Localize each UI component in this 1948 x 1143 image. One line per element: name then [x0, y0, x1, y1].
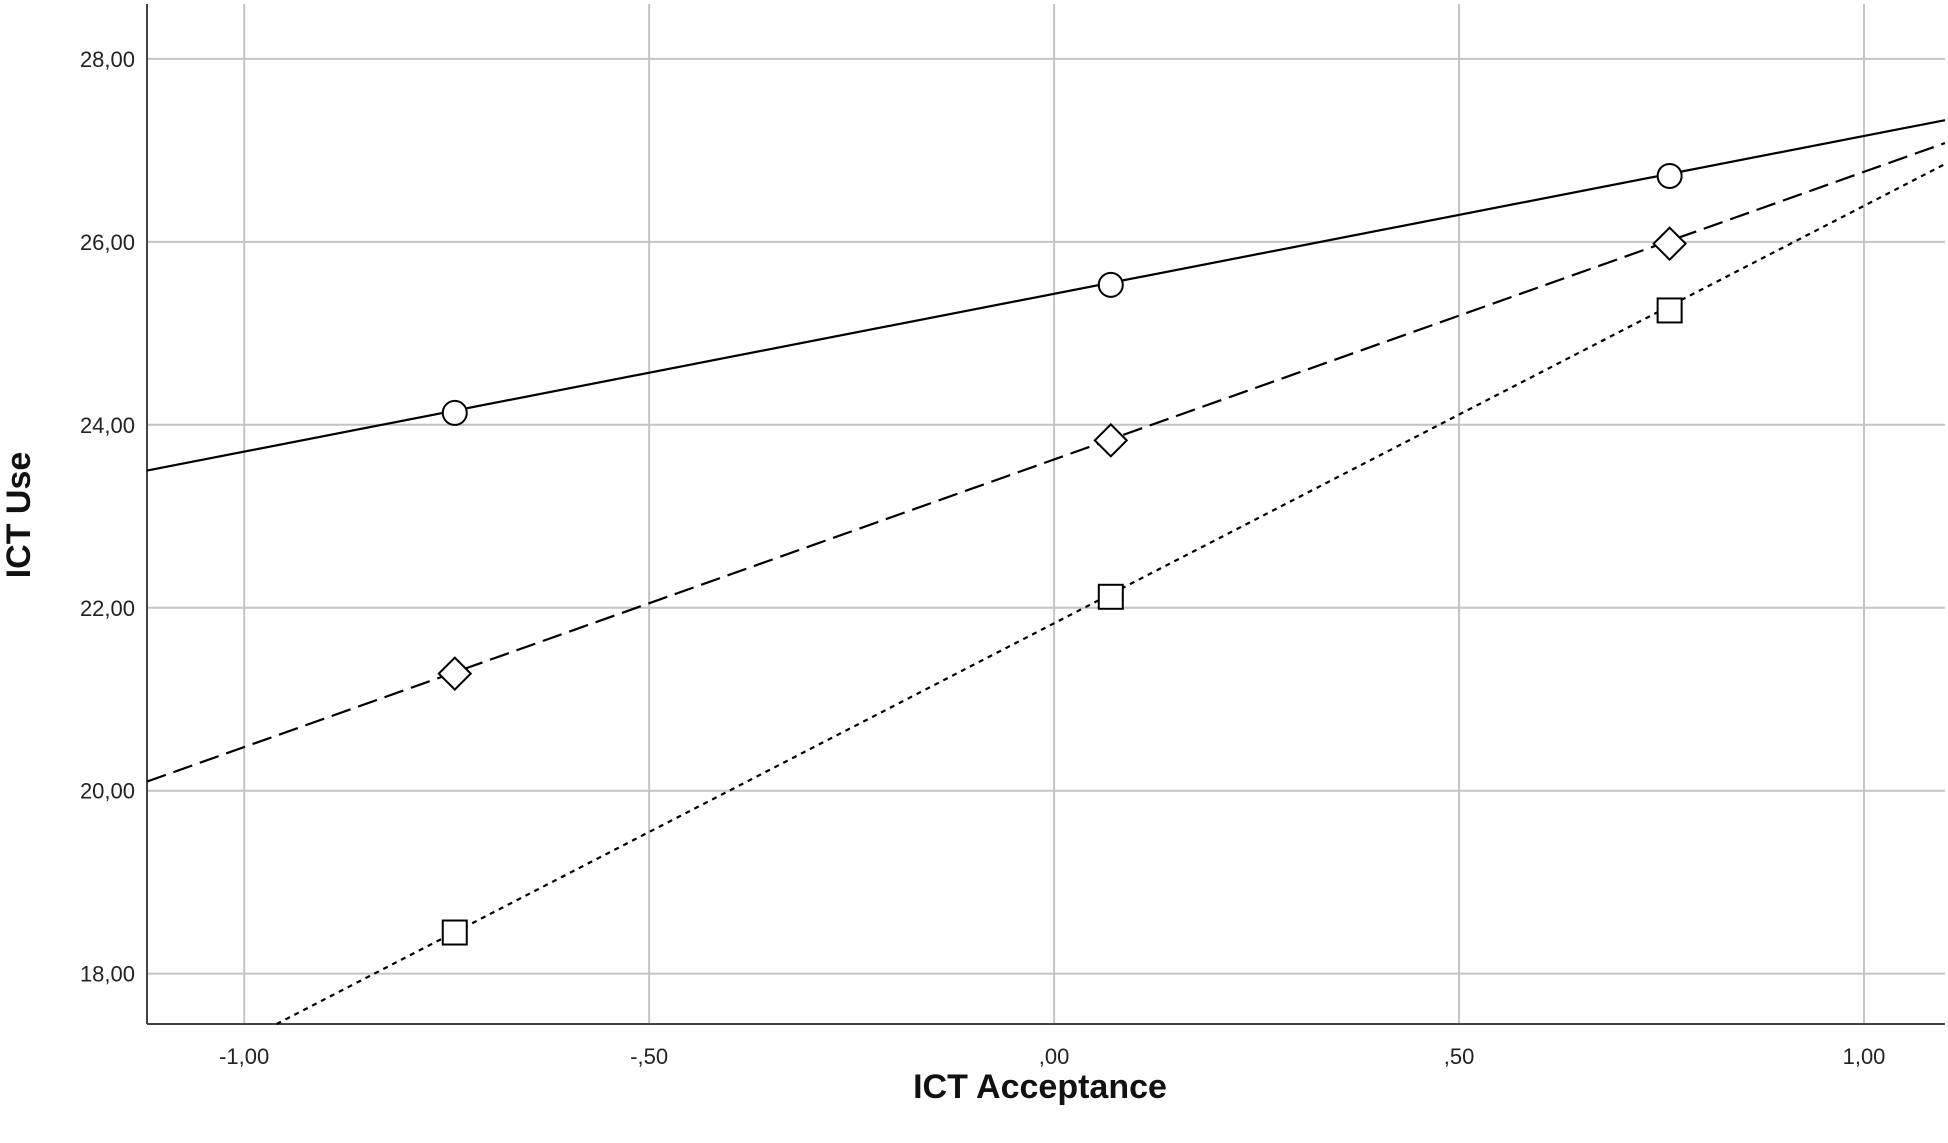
- series-square: [276, 163, 1946, 1025]
- axes: [146, 4, 1945, 1025]
- series-diamond: [146, 142, 1946, 783]
- x-tick-label: -,50: [630, 1044, 668, 1069]
- y-tick-label: 28,00: [80, 47, 135, 72]
- x-tick-label: ,50: [1444, 1044, 1475, 1069]
- data-point-circle: [1656, 162, 1683, 189]
- y-tick-label: 18,00: [80, 962, 135, 987]
- data-point-circle: [441, 399, 468, 426]
- x-tick-label: 1,00: [1843, 1044, 1886, 1069]
- data-point-diamond: [1093, 422, 1129, 458]
- data-point-diamond: [437, 656, 473, 692]
- series-circle: [146, 119, 1946, 472]
- y-tick-label: 24,00: [80, 413, 135, 438]
- series-layer: [146, 119, 1946, 1025]
- data-point-square: [441, 919, 468, 946]
- grid: [147, 4, 1945, 1024]
- data-point-square: [1097, 583, 1124, 610]
- y-tick-label: 20,00: [80, 779, 135, 804]
- tick-labels: -1,00 -,50 ,00 ,50 1,00 18,00 20,00 22,00 24,00 2…: [80, 47, 1885, 1069]
- y-axis-title: ICT Use: [0, 452, 38, 579]
- data-point-diamond: [1652, 226, 1688, 262]
- x-tick-label: -1,00: [219, 1044, 269, 1069]
- y-tick-label: 26,00: [80, 230, 135, 255]
- data-point-circle: [1097, 271, 1124, 298]
- x-axis-title: ICT Acceptance: [913, 1068, 1167, 1106]
- x-tick-label: ,00: [1039, 1044, 1070, 1069]
- data-point-square: [1656, 297, 1683, 324]
- y-tick-label: 22,00: [80, 596, 135, 621]
